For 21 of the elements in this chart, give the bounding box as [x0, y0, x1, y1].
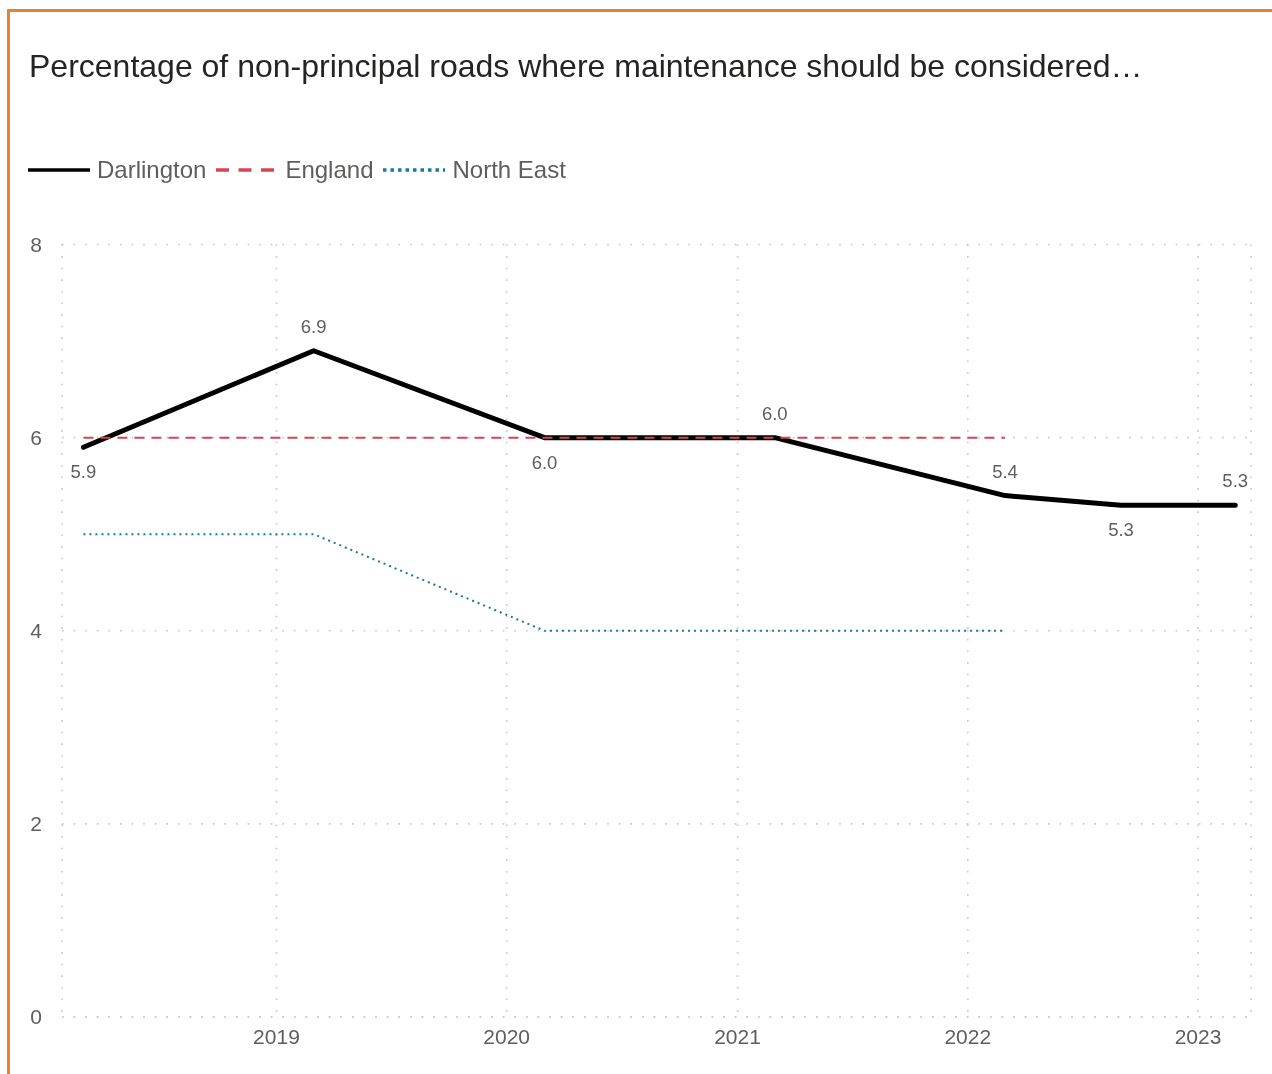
data-label: 6.9: [300, 315, 327, 337]
legend-label: North East: [452, 156, 566, 184]
y-tick-label: 8: [30, 232, 42, 256]
data-label: 6.0: [761, 402, 788, 424]
legend-label: Darlington: [97, 156, 207, 184]
data-label: 5.9: [70, 461, 97, 483]
x-tick-label: 2019: [253, 1024, 300, 1048]
y-tick-label: 0: [30, 1005, 42, 1029]
y-tick-label: 2: [30, 812, 42, 836]
data-label: 5.3: [1108, 519, 1134, 541]
x-tick-label: 2021: [714, 1024, 761, 1048]
x-tick-label: 2020: [483, 1024, 531, 1048]
x-tick-label: 2022: [944, 1024, 992, 1048]
x-tick-label: 2023: [1174, 1024, 1222, 1048]
data-label: 5.3: [1222, 470, 1249, 492]
legend-label: England: [285, 156, 374, 184]
chart-title: Percentage of non-principal roads where maintenance should be considered…: [29, 48, 1143, 85]
y-tick-label: 6: [30, 426, 42, 450]
data-label: 6.0: [531, 451, 558, 473]
y-tick-label: 4: [30, 619, 43, 643]
data-label: 5.4: [992, 460, 1018, 482]
